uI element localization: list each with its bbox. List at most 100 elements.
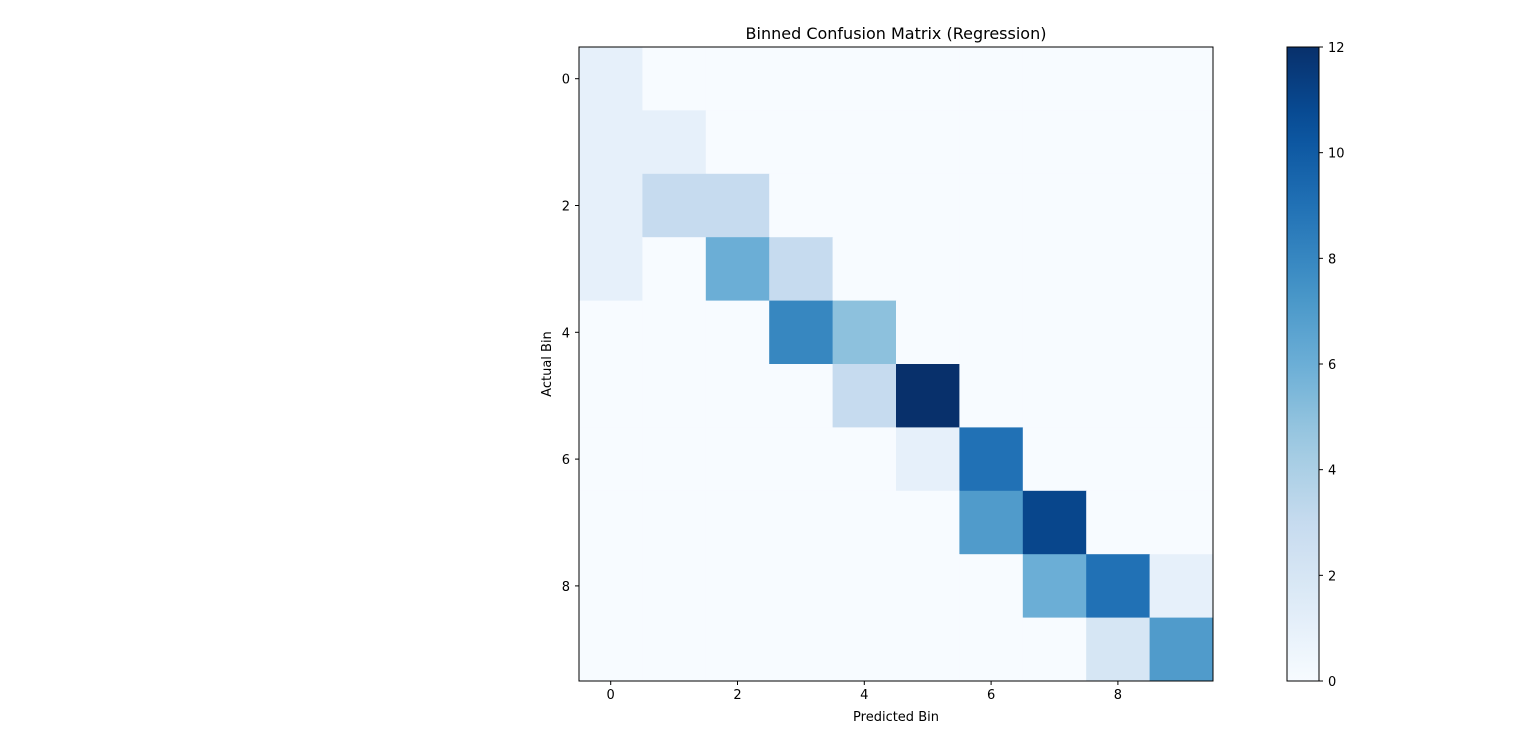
heatmap-cell <box>832 427 897 492</box>
heatmap-cell <box>1022 364 1087 428</box>
heatmap-cell <box>896 110 960 175</box>
heatmap-cell <box>1149 300 1214 365</box>
heatmap-cell <box>705 300 770 365</box>
heatmap-cell <box>1149 110 1214 175</box>
heatmap-cell <box>769 237 834 302</box>
heatmap-cell <box>1022 173 1087 238</box>
heatmap-cell <box>769 554 834 619</box>
heatmap-cell <box>1086 427 1151 492</box>
heatmap-cell <box>705 427 770 492</box>
heatmap-cell <box>642 173 707 238</box>
heatmap-cell <box>1022 110 1087 175</box>
heatmap-cell <box>896 427 960 492</box>
heatmap-cell <box>705 47 770 111</box>
heatmap-cell <box>1086 47 1151 111</box>
heatmap-cell <box>959 617 1024 682</box>
y-tick-label: 0 <box>562 73 570 88</box>
heatmap-cell <box>1086 490 1151 555</box>
heatmap-cell <box>579 617 643 682</box>
heatmap-cell <box>959 554 1024 619</box>
heatmap-cell <box>959 47 1024 111</box>
heatmap-cell <box>579 364 643 428</box>
heatmap-cell <box>832 173 897 238</box>
heatmap-cell <box>959 110 1024 175</box>
heatmap-cell <box>896 300 960 365</box>
heatmap-cell <box>705 617 770 682</box>
heatmap-cell <box>1022 490 1087 555</box>
colorbar-tick-label: 8 <box>1328 252 1336 267</box>
heatmap-cell <box>1086 173 1151 238</box>
x-axis-ticks: 0 2 4 6 8 <box>607 681 1122 703</box>
heatmap-cell <box>642 237 707 302</box>
colorbar-ticks: 0 2 4 6 8 10 12 <box>1319 41 1345 690</box>
y-tick-label: 2 <box>562 200 570 215</box>
heatmap-cell <box>579 173 643 238</box>
heatmap-cell <box>1149 173 1214 238</box>
heatmap-cell <box>896 364 960 428</box>
heatmap-cell <box>769 300 834 365</box>
colorbar-tick-label: 4 <box>1328 464 1336 479</box>
heatmap-cell <box>1022 617 1087 682</box>
heatmap-cell <box>959 427 1024 492</box>
heatmap-cell <box>769 173 834 238</box>
heatmap-cell <box>1086 554 1151 619</box>
heatmap-cell <box>1022 554 1087 619</box>
heatmap-cell <box>769 617 834 682</box>
heatmap-cell <box>1086 300 1151 365</box>
heatmap-cell <box>832 364 897 428</box>
heatmap-cell <box>769 490 834 555</box>
colorbar <box>1286 46 1320 682</box>
colorbar-tick-label: 10 <box>1328 147 1345 162</box>
x-axis-label: Predicted Bin <box>853 710 939 725</box>
heatmap-cell <box>832 47 897 111</box>
x-tick-label: 0 <box>607 688 615 703</box>
heatmap-cell <box>832 110 897 175</box>
heatmap-cell <box>579 490 643 555</box>
heatmap-cell <box>642 110 707 175</box>
colorbar-tick-label: 6 <box>1328 358 1336 373</box>
plot-frame <box>578 46 1214 682</box>
heatmap-cell <box>705 490 770 555</box>
heatmap-cell <box>896 490 960 555</box>
x-tick-label: 8 <box>1114 688 1122 703</box>
heatmap-cell <box>705 554 770 619</box>
x-tick-label: 4 <box>860 688 868 703</box>
heatmap-cell <box>642 300 707 365</box>
heatmap-cell <box>832 490 897 555</box>
heatmap-cell <box>1149 364 1214 428</box>
heatmap-cell <box>705 237 770 302</box>
heatmap-cell <box>1086 110 1151 175</box>
heatmap-cell <box>959 300 1024 365</box>
heatmap-cell <box>1086 617 1151 682</box>
heatmap-cell <box>1149 617 1214 682</box>
heatmap-cell <box>642 490 707 555</box>
heatmap-cell <box>1022 47 1087 111</box>
y-tick-label: 4 <box>562 326 570 341</box>
y-axis-label: Actual Bin <box>540 331 555 397</box>
heatmap-cell <box>1149 47 1214 111</box>
heatmap-cell <box>1022 237 1087 302</box>
heatmap-cell <box>642 364 707 428</box>
heatmap-cell <box>959 364 1024 428</box>
heatmap-cell <box>579 427 643 492</box>
colorbar-tick-label: 12 <box>1328 41 1345 56</box>
x-tick-label: 6 <box>987 688 995 703</box>
heatmap-cell <box>579 47 643 111</box>
heatmap-cell <box>769 427 834 492</box>
x-tick-label: 2 <box>733 688 741 703</box>
heatmap-cell <box>896 554 960 619</box>
heatmap-cell <box>896 617 960 682</box>
heatmap-cell <box>705 364 770 428</box>
heatmap-cell <box>896 173 960 238</box>
heatmap-cell <box>1149 237 1214 302</box>
heatmap-cell <box>642 617 707 682</box>
heatmap-cell <box>769 110 834 175</box>
chart-title: Binned Confusion Matrix (Regression) <box>746 24 1047 43</box>
heatmap-cell <box>579 554 643 619</box>
heatmap-cell <box>959 173 1024 238</box>
heatmap-cells <box>579 47 1214 682</box>
heatmap-cell <box>642 554 707 619</box>
heatmap-cell <box>1149 554 1214 619</box>
heatmap-cell <box>1022 427 1087 492</box>
